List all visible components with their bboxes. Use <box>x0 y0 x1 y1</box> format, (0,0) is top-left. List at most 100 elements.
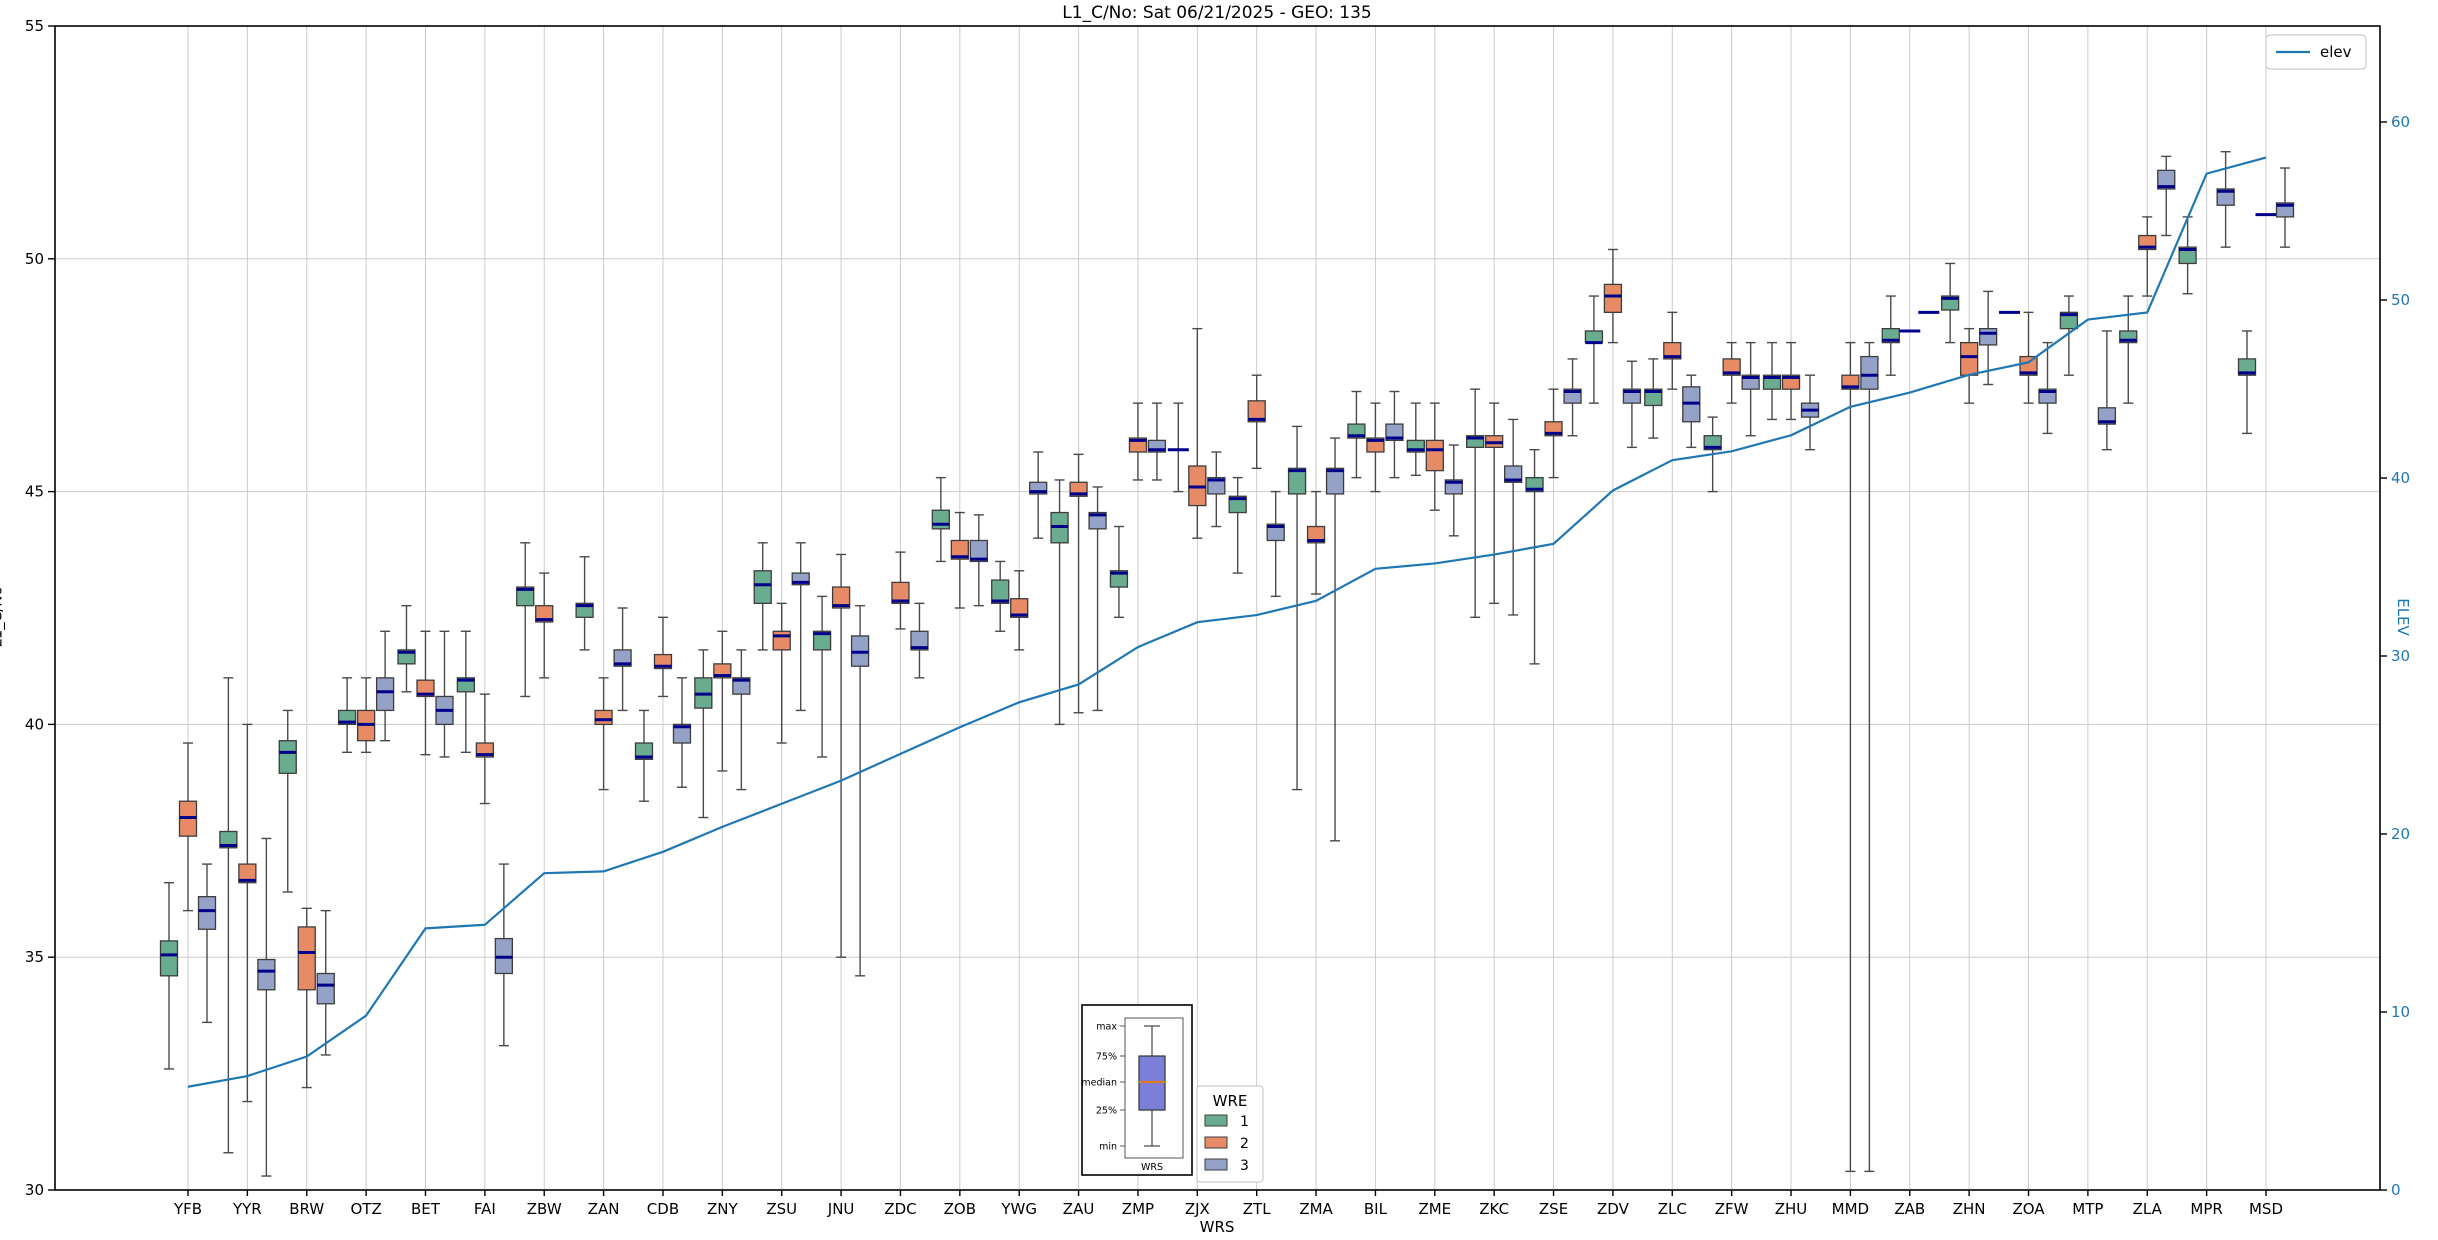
elev-legend-box <box>2265 34 2367 70</box>
box-ZOB-wre1 <box>931 509 950 530</box>
box-ZOB-wre2 <box>950 539 969 560</box>
inset-label-max: max <box>1096 1022 1117 1033</box>
wre-legend-box <box>1196 1085 1264 1183</box>
x-tick-label-ZAB: ZAB <box>1894 1200 1925 1218</box>
box-ZOB-wre3 <box>969 539 988 563</box>
y-right-tick-label: 40 <box>2391 469 2410 487</box>
inset-label-25: 25% <box>1096 1106 1117 1117</box>
y-right-tick-label: 60 <box>2391 113 2410 131</box>
box-BRW-wre2 <box>297 926 316 991</box>
y-right-tick-label: 10 <box>2391 1003 2410 1021</box>
chart-title: L1_C/No: Sat 06/21/2025 - GEO: 135 <box>1062 3 1372 23</box>
x-tick-label-ZKC: ZKC <box>1479 1200 1509 1218</box>
x-tick-label-MPR: MPR <box>2190 1200 2222 1218</box>
x-tick-label-ZJX: ZJX <box>1185 1200 1210 1218</box>
box-BRW-wre3 <box>316 972 335 1005</box>
y-left-tick-label: 40 <box>25 715 44 733</box>
box-JNU-wre2 <box>831 586 851 609</box>
box-ZDC-wre2 <box>891 581 910 604</box>
box-ZMA-wre2 <box>1306 525 1326 544</box>
x-tick-label-MSD: MSD <box>2249 1200 2283 1218</box>
box-ZMP-wre1 <box>1109 570 1129 588</box>
wre-legend-swatch-1 <box>1204 1114 1228 1127</box>
box-ZHN-wre3 <box>1978 327 1998 346</box>
box-ZJX-wre3 <box>1207 476 1226 495</box>
inset-label-min: min <box>1099 1142 1117 1153</box>
x-tick-label-ZMA: ZMA <box>1299 1200 1333 1218</box>
box-MMD-wre3 <box>1860 355 1879 390</box>
box-ZBW-wre2 <box>535 605 554 623</box>
box-BRW-wre1 <box>278 740 297 774</box>
box-ZFW-wre2 <box>1722 358 1741 376</box>
x-tick-label-FAI: FAI <box>474 1200 496 1218</box>
y-left-tick-label: 35 <box>25 948 44 966</box>
box-ZSU-wre1 <box>753 570 772 604</box>
inset-xlabel: WRS <box>1141 1162 1163 1173</box>
box-YYR-wre1 <box>219 830 238 849</box>
wre-legend-label-1: 1 <box>1240 1114 1249 1130</box>
box-ZAN-wre3 <box>613 649 632 667</box>
x-tick-label-ZMP: ZMP <box>1122 1200 1154 1218</box>
box-ZMA-wre1 <box>1287 467 1307 495</box>
box-ZDV-wre1 <box>1584 330 1604 344</box>
box-ZNY-wre3 <box>732 677 751 695</box>
wre-legend-swatch-2 <box>1204 1136 1228 1149</box>
x-tick-label-CDB: CDB <box>647 1200 679 1218</box>
box-ZOA-wre2 <box>2019 355 2038 376</box>
box-ZAU-wre3 <box>1088 511 1107 530</box>
x-axis-label: WRS <box>1199 1218 1235 1236</box>
x-tick-label-ZDC: ZDC <box>884 1200 916 1218</box>
box-ZMP-wre3 <box>1147 439 1167 453</box>
y-right-tick-label: 0 <box>2391 1181 2401 1199</box>
x-tick-label-BIL: BIL <box>1364 1200 1388 1218</box>
wre-legend-label-2: 2 <box>1240 1136 1249 1152</box>
x-tick-label-ZDV: ZDV <box>1597 1200 1630 1218</box>
x-tick-label-YYR: YYR <box>232 1200 262 1218</box>
x-tick-label-MTP: MTP <box>2072 1200 2103 1218</box>
x-tick-label-ZLA: ZLA <box>2133 1200 2163 1218</box>
x-tick-label-ZHU: ZHU <box>1775 1200 1808 1218</box>
box-ZMA-wre3 <box>1325 467 1345 495</box>
x-tick-label-YWG: YWG <box>1000 1200 1037 1218</box>
x-tick-label-BRW: BRW <box>289 1200 324 1218</box>
inset-label-75: 75% <box>1096 1052 1117 1063</box>
box-MPR-wre3 <box>2216 188 2235 206</box>
box-ZSU-wre2 <box>772 630 791 651</box>
x-tick-label-ZHN: ZHN <box>1953 1200 1986 1218</box>
box-YYR-wre2 <box>238 863 257 884</box>
wre-legend-swatch-3 <box>1204 1158 1228 1171</box>
box-YWG-wre3 <box>1029 481 1048 495</box>
y-left-tick-label: 55 <box>25 17 44 35</box>
box-ZSU-wre3 <box>791 572 810 586</box>
x-tick-label-ZTL: ZTL <box>1243 1200 1271 1218</box>
x-tick-label-ZAU: ZAU <box>1063 1200 1095 1218</box>
box-YWG-wre1 <box>991 579 1010 604</box>
y-left-tick-label: 30 <box>25 1181 44 1199</box>
x-tick-label-YFB: YFB <box>173 1200 202 1218</box>
box-ZDV-wre2 <box>1603 283 1623 313</box>
box-CDB-wre1 <box>634 742 654 760</box>
box-ZBW-wre1 <box>516 586 535 607</box>
box-ZTL-wre1 <box>1228 495 1247 514</box>
y-axis-label-left: L1_C/No <box>0 586 6 648</box>
x-tick-label-ZSU: ZSU <box>766 1200 797 1218</box>
x-tick-label-ZAN: ZAN <box>588 1200 620 1218</box>
box-MTP-wre1 <box>2059 311 2079 330</box>
x-tick-label-ZFW: ZFW <box>1715 1200 1749 1218</box>
box-ZKC-wre3 <box>1504 465 1523 483</box>
x-tick-label-ZME: ZME <box>1418 1200 1451 1218</box>
box-ZTL-wre3 <box>1266 523 1285 542</box>
box-YWG-wre2 <box>1010 598 1029 618</box>
box-ZME-wre1 <box>1406 439 1425 453</box>
box-ZME-wre2 <box>1425 439 1444 472</box>
box-MTP-wre3 <box>2097 407 2117 425</box>
x-tick-label-MMD: MMD <box>1832 1200 1869 1218</box>
elev-line <box>187 156 2267 1088</box>
box-ZDC-wre3 <box>910 630 929 651</box>
x-tick-label-ZNY: ZNY <box>707 1200 738 1218</box>
x-tick-label-JNU: JNU <box>827 1200 855 1218</box>
box-MSD-wre1 <box>2237 358 2257 376</box>
y-left-tick-label: 50 <box>25 250 44 268</box>
